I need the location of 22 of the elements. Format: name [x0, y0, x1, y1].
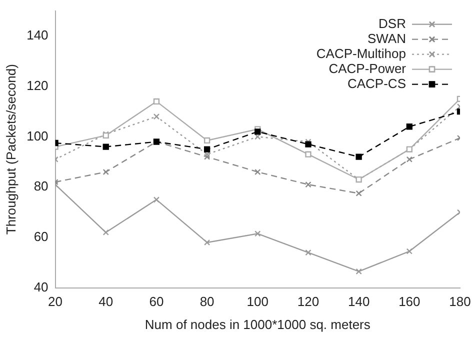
x-tick-label: 120	[297, 294, 320, 310]
legend-label: CACP-Multihop	[316, 46, 406, 61]
legend-label: SWAN	[367, 30, 406, 46]
legend-label: DSR	[378, 16, 406, 31]
x-axis-title: Num of nodes in 1000*1000 sq. meters	[144, 316, 371, 332]
x-tick-label: 160	[398, 294, 420, 310]
y-tick-label: 60	[34, 229, 48, 244]
x-tick-label: 80	[200, 294, 214, 310]
x-tick-label: 140	[348, 294, 370, 310]
y-tick-label: 100	[26, 128, 48, 144]
y-tick-label: 40	[34, 279, 48, 294]
x-tick-label: 100	[246, 294, 268, 310]
x-tick-label: 20	[48, 294, 63, 310]
y-tick-label: 120	[26, 78, 48, 93]
y-axis-title: Throughput (Packets/second)	[3, 64, 18, 235]
legend-label: CACP-Power	[328, 60, 407, 76]
y-tick-label: 80	[34, 178, 48, 194]
y-tick-label: 140	[26, 28, 48, 43]
x-tick-label: 180	[449, 294, 471, 310]
legend-label: CACP-CS	[347, 76, 406, 91]
x-tick-label: 40	[98, 294, 114, 310]
x-tick-label: 60	[149, 294, 164, 310]
